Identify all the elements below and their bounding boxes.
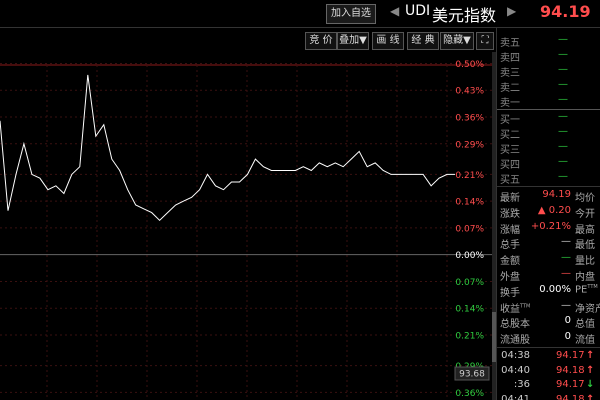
- last-price: 94.19: [540, 2, 591, 21]
- stat-label: 最新: [500, 193, 520, 204]
- order-value: —: [558, 126, 568, 137]
- order-label: 卖二: [500, 83, 520, 94]
- price-tag-box: [454, 366, 490, 381]
- stat-label2: 流值: [575, 335, 595, 347]
- tick-time: 04:41: [501, 393, 530, 400]
- intraday-chart: 0.50% 0.43% 0.36% 0.29% 0.21% 0.14% 0.07% 0.00%…: [0, 60, 492, 400]
- y-tick-label: 0.07%: [455, 278, 484, 288]
- stat-value: ▲ 0.20: [537, 204, 571, 216]
- stat-label: 流通股: [500, 335, 530, 347]
- tick-time: :36: [513, 379, 530, 390]
- stat-label-sup: TTM: [520, 303, 531, 310]
- stat-label: 涨跌: [500, 208, 520, 220]
- order-value: —: [558, 64, 568, 75]
- order-label: 买四: [500, 160, 520, 171]
- stat-value: —: [561, 299, 571, 311]
- order-label: 买一: [500, 115, 520, 126]
- panel-divider: [496, 28, 497, 400]
- stats-divider: [497, 186, 600, 187]
- stat-value: +0.21%: [530, 220, 571, 232]
- y-tick-label: 0.43%: [455, 87, 484, 97]
- toolbar-button[interactable]: 叠加▼: [337, 32, 369, 50]
- ticks-divider: [497, 347, 600, 348]
- symbol-name: 美元指数: [432, 6, 497, 25]
- y-tick-label: 0.21%: [455, 331, 484, 341]
- book-divider: [497, 109, 600, 110]
- symbol-code: UDI: [405, 3, 431, 19]
- order-value: —: [558, 111, 568, 122]
- stat-label: 收益TTM: [500, 303, 531, 315]
- tick-time: 04:40: [501, 364, 530, 376]
- y-tick-label: 0.07%: [455, 224, 484, 234]
- y-tick-label: 0.00%: [455, 251, 484, 261]
- toolbar-button[interactable]: 画 线: [372, 32, 404, 50]
- order-value: —: [558, 79, 568, 90]
- stat-value: 0.00%: [539, 283, 571, 295]
- y-tick-label: 0.14%: [455, 198, 484, 208]
- tick-price: 94.17: [556, 350, 585, 361]
- stat-value: 0: [564, 331, 571, 343]
- order-value: —: [558, 141, 568, 152]
- fullscreen-icon[interactable]: ⛶: [476, 32, 494, 50]
- stat-label2: 内盘: [575, 272, 595, 283]
- order-label: 买二: [500, 130, 520, 141]
- tick-arrow: ↑: [586, 350, 595, 361]
- tick-price: 94.18: [556, 393, 585, 400]
- stat-label2: PETTM: [575, 283, 598, 296]
- y-tick-label: 0.29%: [455, 140, 484, 150]
- stat-label2: 最低: [575, 240, 595, 252]
- stat-label2: 总值: [575, 319, 595, 331]
- tick-arrow: ↑: [586, 393, 595, 400]
- scrollbar[interactable]: [492, 52, 496, 400]
- stat-label2: 净资产: [575, 303, 600, 315]
- tick-price: 94.17: [556, 379, 585, 390]
- order-value: —: [558, 49, 568, 60]
- stat-value: —: [561, 236, 571, 248]
- order-value: —: [558, 94, 568, 105]
- order-label: 买三: [500, 145, 520, 156]
- next-arrow[interactable]: ▶: [507, 4, 517, 18]
- order-value: —: [558, 34, 568, 45]
- order-label: 卖四: [500, 53, 520, 64]
- order-value: —: [558, 171, 568, 182]
- stat-label: 总手: [500, 240, 520, 252]
- stat-label: 金额: [500, 256, 520, 268]
- stat-label2: 均价: [575, 193, 595, 204]
- order-label: 卖一: [500, 98, 520, 109]
- tick-time: 04:38: [501, 350, 530, 361]
- toolbar-button[interactable]: 隐藏▼: [440, 32, 474, 50]
- stat-label2-sup: TTM: [587, 283, 598, 290]
- tick-arrow: ↑: [586, 364, 595, 376]
- stat-label2: 量比: [575, 256, 595, 268]
- stat-label: 外盘: [500, 272, 520, 283]
- stat-label: 换手: [500, 287, 520, 299]
- y-tick-label: 0.36%: [455, 114, 484, 124]
- order-label: 卖三: [500, 68, 520, 79]
- y-tick-label: 0.14%: [455, 305, 484, 315]
- add-watchlist-button[interactable]: 加入自选: [326, 4, 376, 24]
- toolbar-button[interactable]: 竞 价: [305, 32, 337, 50]
- tick-arrow: ↓: [586, 379, 595, 390]
- y-tick-label: 0.21%: [455, 171, 484, 181]
- toolbar-button[interactable]: 经 典: [407, 32, 439, 50]
- stat-value: —: [561, 252, 571, 264]
- stat-label2: 最高: [575, 224, 595, 236]
- header-divider: [0, 27, 600, 28]
- stat-label: 涨幅: [500, 224, 520, 236]
- stat-value: 0: [564, 315, 571, 327]
- tick-price: 94.18: [556, 364, 585, 376]
- stat-value: —: [561, 268, 571, 279]
- y-tick-label: 0.50%: [455, 60, 484, 70]
- price-line: [0, 74, 455, 221]
- prev-arrow[interactable]: ◀: [390, 4, 400, 18]
- stat-label: 总股本: [500, 319, 530, 331]
- order-label: 卖五: [500, 38, 520, 49]
- stat-value: 94.19: [542, 189, 571, 200]
- order-value: —: [558, 156, 568, 167]
- price-tag: 93.68: [459, 370, 485, 380]
- order-label: 买五: [500, 175, 520, 186]
- stat-label2: 今开: [575, 208, 595, 220]
- y-tick-label: 0.36%: [455, 389, 484, 399]
